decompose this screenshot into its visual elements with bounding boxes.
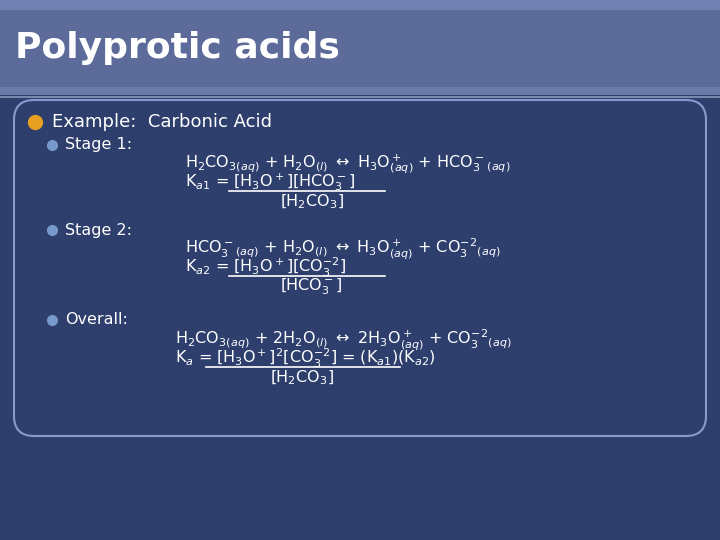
Text: Polyprotic acids: Polyprotic acids <box>15 31 340 65</box>
Text: HCO$_3^-$$_{(aq)}$ + H$_2$O$_{(l)}$ $\leftrightarrow$ H$_3$O$^+_{(aq)}$ + CO$_3^: HCO$_3^-$$_{(aq)}$ + H$_2$O$_{(l)}$ $\le… <box>185 237 500 261</box>
Text: Stage 1:: Stage 1: <box>65 138 132 152</box>
Text: [H$_2$CO$_3$]: [H$_2$CO$_3$] <box>270 369 334 387</box>
Text: [HCO$_3^-$]: [HCO$_3^-$] <box>280 276 343 297</box>
Text: K$_{a2}$ = [H$_3$O$^+$][CO$_3^{-2}$]: K$_{a2}$ = [H$_3$O$^+$][CO$_3^{-2}$] <box>185 255 346 279</box>
Bar <box>0 87 720 95</box>
Text: H$_2$CO$_{3(aq)}$ + 2H$_2$O$_{(l)}$ $\leftrightarrow$ 2H$_3$O$^+_{(aq)}$ + CO$_3: H$_2$CO$_{3(aq)}$ + 2H$_2$O$_{(l)}$ $\le… <box>175 327 512 353</box>
Text: K$_{a1}$ = [H$_3$O$^+$][HCO$_3^-$]: K$_{a1}$ = [H$_3$O$^+$][HCO$_3^-$] <box>185 171 355 193</box>
Bar <box>0 0 720 10</box>
Text: Stage 2:: Stage 2: <box>65 222 132 238</box>
Text: [H$_2$CO$_3$]: [H$_2$CO$_3$] <box>280 193 344 211</box>
Text: H$_2$CO$_{3(aq)}$ + H$_2$O$_{(l)}$ $\leftrightarrow$ H$_3$O$^+_{(aq)}$ + HCO$_3^: H$_2$CO$_{3(aq)}$ + H$_2$O$_{(l)}$ $\lef… <box>185 152 510 176</box>
FancyBboxPatch shape <box>14 100 706 436</box>
Text: K$_a$ = [H$_3$O$^+$]$^2$[CO$_3^{-2}$] = (K$_{a1}$)(K$_{a2}$): K$_a$ = [H$_3$O$^+$]$^2$[CO$_3^{-2}$] = … <box>175 346 436 369</box>
Bar <box>0 0 720 95</box>
Text: Example:  Carbonic Acid: Example: Carbonic Acid <box>52 113 272 131</box>
Text: Overall:: Overall: <box>65 313 128 327</box>
